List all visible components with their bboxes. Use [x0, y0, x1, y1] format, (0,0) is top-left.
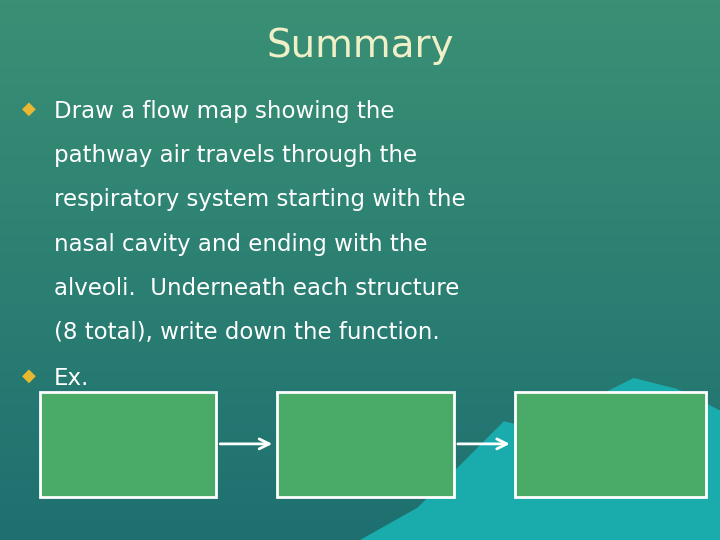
- Text: ◆: ◆: [22, 100, 36, 118]
- Bar: [40, 392, 216, 497]
- Text: Draw a flow map showing the: Draw a flow map showing the: [54, 100, 395, 123]
- Text: alveoli.  Underneath each structure: alveoli. Underneath each structure: [54, 277, 459, 300]
- Polygon shape: [302, 378, 720, 540]
- Text: pathway air travels through the: pathway air travels through the: [54, 144, 417, 167]
- Text: nasal cavity and ending with the: nasal cavity and ending with the: [54, 233, 428, 256]
- Bar: [277, 392, 454, 497]
- Text: (8 total), write down the function.: (8 total), write down the function.: [54, 321, 440, 345]
- Text: Ex.: Ex.: [54, 367, 89, 390]
- Text: Summary: Summary: [266, 27, 454, 65]
- Bar: [515, 392, 706, 497]
- Text: ◆: ◆: [22, 367, 36, 385]
- Text: respiratory system starting with the: respiratory system starting with the: [54, 188, 466, 212]
